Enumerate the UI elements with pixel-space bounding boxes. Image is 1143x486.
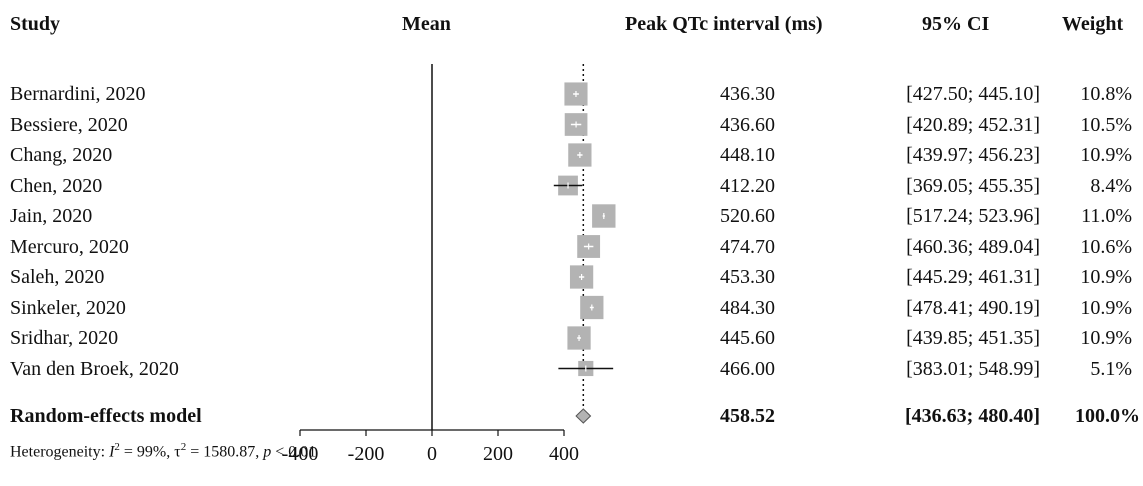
study-ci: [439.97; 456.23] [906, 144, 1040, 166]
pooled-ci: [436.63; 480.40] [905, 405, 1040, 427]
study-ci: [427.50; 445.10] [906, 83, 1040, 105]
heterogeneity-label: Heterogeneity: I2 = 99%, τ2 = 1580.87, p… [10, 437, 316, 462]
het-i2-sup: 2 [114, 441, 120, 453]
study-ci: [460.36; 489.04] [906, 235, 1040, 258]
het-i2-value: = 99%, [119, 443, 175, 461]
pooled-name: Random-effects model [10, 405, 202, 427]
study-name: Chang, 2020 [10, 144, 113, 166]
study-ci: [439.85; 451.35] [906, 327, 1040, 349]
header-mean: Mean [402, 13, 451, 35]
study-name: Saleh, 2020 [10, 266, 105, 288]
het-i2-symbol: I [109, 443, 115, 461]
study-mean: 436.30 [720, 83, 775, 105]
study-weight: 10.8% [1080, 83, 1132, 105]
study-mean: 448.10 [720, 144, 775, 166]
study-ci: [478.41; 490.19] [906, 296, 1040, 319]
study-ci: [517.24; 523.96] [906, 205, 1040, 227]
study-weight: 5.1% [1090, 357, 1132, 380]
pooled-mean: 458.52 [720, 405, 775, 427]
header-weight: Weight [1062, 13, 1124, 35]
study-weight: 10.6% [1080, 235, 1132, 258]
study-weight: 8.4% [1090, 174, 1132, 197]
het-tau-symbol: τ [174, 443, 181, 461]
het-p-symbol: p [263, 443, 272, 461]
het-tau-value: = 1580.87, [186, 443, 264, 461]
study-mean: 466.00 [720, 357, 775, 380]
study-name: Bessiere, 2020 [10, 113, 128, 136]
header-value: Peak QTc interval (ms) [625, 13, 823, 35]
study-weight: 10.9% [1080, 144, 1132, 166]
study-name: Chen, 2020 [10, 174, 103, 197]
x-tick-label: -400 [282, 443, 319, 465]
study-name: Sinkeler, 2020 [10, 296, 126, 319]
study-name: Sridhar, 2020 [10, 327, 119, 349]
study-mean: 436.60 [720, 113, 775, 136]
study-name: Jain, 2020 [10, 205, 93, 227]
study-mean: 412.20 [720, 174, 775, 197]
study-weight: 10.5% [1080, 113, 1132, 136]
study-ci: [445.29; 461.31] [906, 266, 1040, 288]
study-ci: [369.05; 455.35] [906, 174, 1040, 197]
x-tick-label: 200 [483, 443, 513, 465]
study-mean: 474.70 [720, 235, 775, 258]
study-name: Van den Broek, 2020 [10, 357, 179, 380]
study-weight: 10.9% [1080, 296, 1132, 319]
pooled-diamond [575, 408, 592, 424]
study-mean: 445.60 [720, 327, 775, 349]
x-tick-label: -200 [348, 443, 385, 465]
study-mean: 520.60 [720, 205, 775, 227]
study-name: Mercuro, 2020 [10, 235, 129, 258]
study-weight: 10.9% [1080, 266, 1132, 288]
x-tick-label: 0 [427, 443, 437, 465]
study-ci: [420.89; 452.31] [906, 113, 1040, 136]
het-prefix: Heterogeneity: [10, 443, 110, 461]
study-mean: 484.30 [720, 296, 775, 319]
study-name: Bernardini, 2020 [10, 83, 146, 105]
header-ci: 95% CI [922, 13, 990, 35]
study-ci: [383.01; 548.99] [906, 357, 1040, 380]
x-tick-label: 400 [549, 443, 579, 465]
het-tau-sup: 2 [180, 441, 187, 453]
pooled-weight: 100.0% [1075, 405, 1140, 427]
het-p-value: < 0.01 [271, 443, 317, 461]
study-weight: 11.0% [1081, 205, 1132, 227]
study-mean: 453.30 [720, 266, 775, 288]
header-study: Study [10, 13, 61, 35]
study-weight: 10.9% [1080, 327, 1132, 349]
